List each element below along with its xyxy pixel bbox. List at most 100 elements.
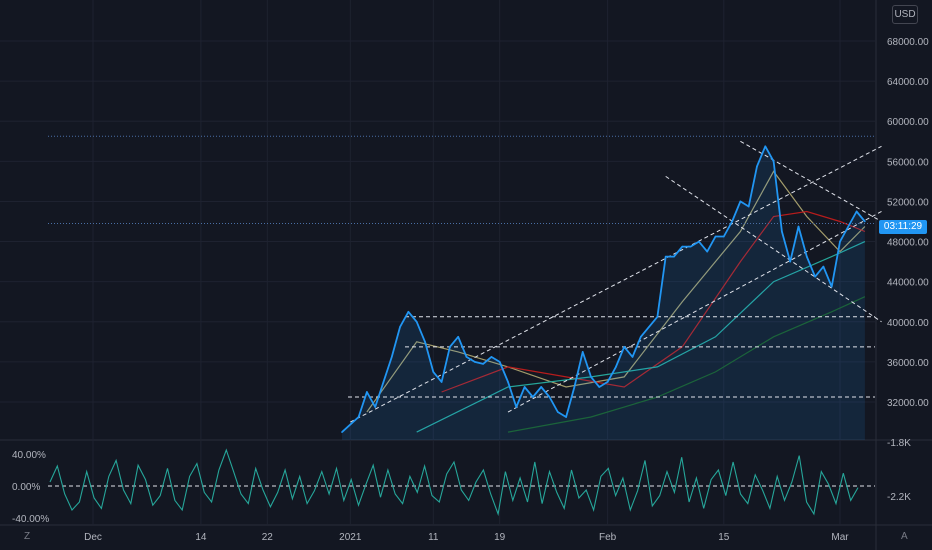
price-point xyxy=(598,386,601,388)
price-point xyxy=(855,210,858,213)
price-point xyxy=(698,240,700,243)
price-point xyxy=(490,356,493,358)
price-point xyxy=(814,275,816,278)
price-point xyxy=(440,381,443,383)
price-tick-label: 48000.00 xyxy=(887,238,929,249)
moving-averages xyxy=(366,170,866,433)
price-point xyxy=(590,376,592,378)
time-tick-label: 14 xyxy=(195,532,207,543)
zoom-scale-button[interactable]: Z xyxy=(24,531,31,542)
price-series xyxy=(341,145,866,433)
oscillator-line xyxy=(49,448,859,517)
price-point xyxy=(399,325,401,328)
trendline xyxy=(665,175,882,323)
price-point xyxy=(772,160,775,163)
currency-badge[interactable]: USD xyxy=(892,5,918,24)
price-tick-label: 68000.00 xyxy=(887,37,929,48)
price-point xyxy=(474,361,476,363)
price-point xyxy=(341,431,343,433)
price-point xyxy=(797,225,800,228)
price-point xyxy=(739,200,742,203)
time-tick-label: 19 xyxy=(494,532,506,543)
price-point xyxy=(515,406,518,408)
price-point xyxy=(723,235,725,238)
price-point xyxy=(631,356,634,358)
price-area-fill xyxy=(342,146,865,441)
price-point xyxy=(432,371,435,373)
price-point xyxy=(465,356,468,358)
price-point xyxy=(557,411,559,413)
price-point xyxy=(374,406,377,408)
price-point xyxy=(615,366,617,368)
ma-mid-line xyxy=(441,210,866,393)
price-area xyxy=(342,146,865,441)
price-point xyxy=(764,145,767,148)
price-point xyxy=(507,381,509,383)
ma-fast-line xyxy=(366,170,866,413)
price-point xyxy=(731,220,733,223)
price-tick-label: 60000.00 xyxy=(887,117,929,128)
time-tick-label: Dec xyxy=(84,532,102,543)
price-point xyxy=(689,245,692,248)
price-point xyxy=(424,341,426,343)
trendline xyxy=(740,140,882,222)
price-point xyxy=(756,165,758,168)
trendlines[interactable] xyxy=(350,140,882,423)
time-tick-label: 2021 xyxy=(339,532,362,543)
price-point xyxy=(830,285,833,288)
price-point xyxy=(523,386,526,388)
price-point xyxy=(706,250,708,253)
price-point xyxy=(839,240,841,243)
oscillator-right-tick: -2.2K xyxy=(887,492,911,503)
oscillator-tick-label: 0.00% xyxy=(12,482,40,493)
axes: 68000.00 64000.00 60000.00 56000.00 52000.00… xyxy=(12,37,929,543)
price-point xyxy=(482,363,484,365)
time-tick-label: Feb xyxy=(599,532,617,543)
countdown-price-tag: 03:11:29 xyxy=(879,220,927,234)
price-point xyxy=(640,336,642,338)
auto-scale-button[interactable]: A xyxy=(901,531,908,542)
price-point xyxy=(789,260,791,263)
oscillator-tick-label: 40.00% xyxy=(12,450,46,461)
price-tick-label: 64000.00 xyxy=(887,77,929,88)
price-tick-label: 44000.00 xyxy=(887,278,929,289)
ma-long-line xyxy=(507,296,866,433)
time-tick-label: 22 xyxy=(262,532,274,543)
price-point xyxy=(532,396,534,398)
price-point xyxy=(714,235,717,238)
price-point xyxy=(806,255,808,258)
price-point xyxy=(648,325,650,328)
price-point xyxy=(847,225,850,228)
oscillator-right-tick: -1.8K xyxy=(887,438,911,449)
time-tick-label: Mar xyxy=(831,532,849,543)
horizontal-levels[interactable] xyxy=(48,135,875,398)
price-tick-label: 56000.00 xyxy=(887,157,929,168)
ma-slow-line xyxy=(416,241,866,433)
price-point xyxy=(581,351,584,353)
price-point xyxy=(449,346,451,348)
oscillator-pane xyxy=(48,448,875,517)
price-tick-label: 32000.00 xyxy=(887,398,929,409)
price-point xyxy=(540,386,542,388)
price-point xyxy=(366,391,368,393)
price-point xyxy=(391,356,393,358)
price-point xyxy=(548,396,551,398)
price-point xyxy=(415,320,418,323)
price-point xyxy=(822,265,825,268)
price-point xyxy=(656,315,659,318)
time-tick-label: 11 xyxy=(428,532,439,543)
price-point xyxy=(457,336,460,338)
oscillator-tick-label: -40.00% xyxy=(12,514,49,525)
price-point xyxy=(498,361,501,363)
price-point xyxy=(382,381,385,383)
trendline xyxy=(350,145,882,423)
price-point xyxy=(565,416,567,418)
price-point xyxy=(681,245,684,248)
price-tick-label: 52000.00 xyxy=(887,197,929,208)
price-point xyxy=(573,386,576,388)
price-point xyxy=(673,255,675,258)
trendline xyxy=(507,211,882,413)
price-point xyxy=(864,220,866,223)
